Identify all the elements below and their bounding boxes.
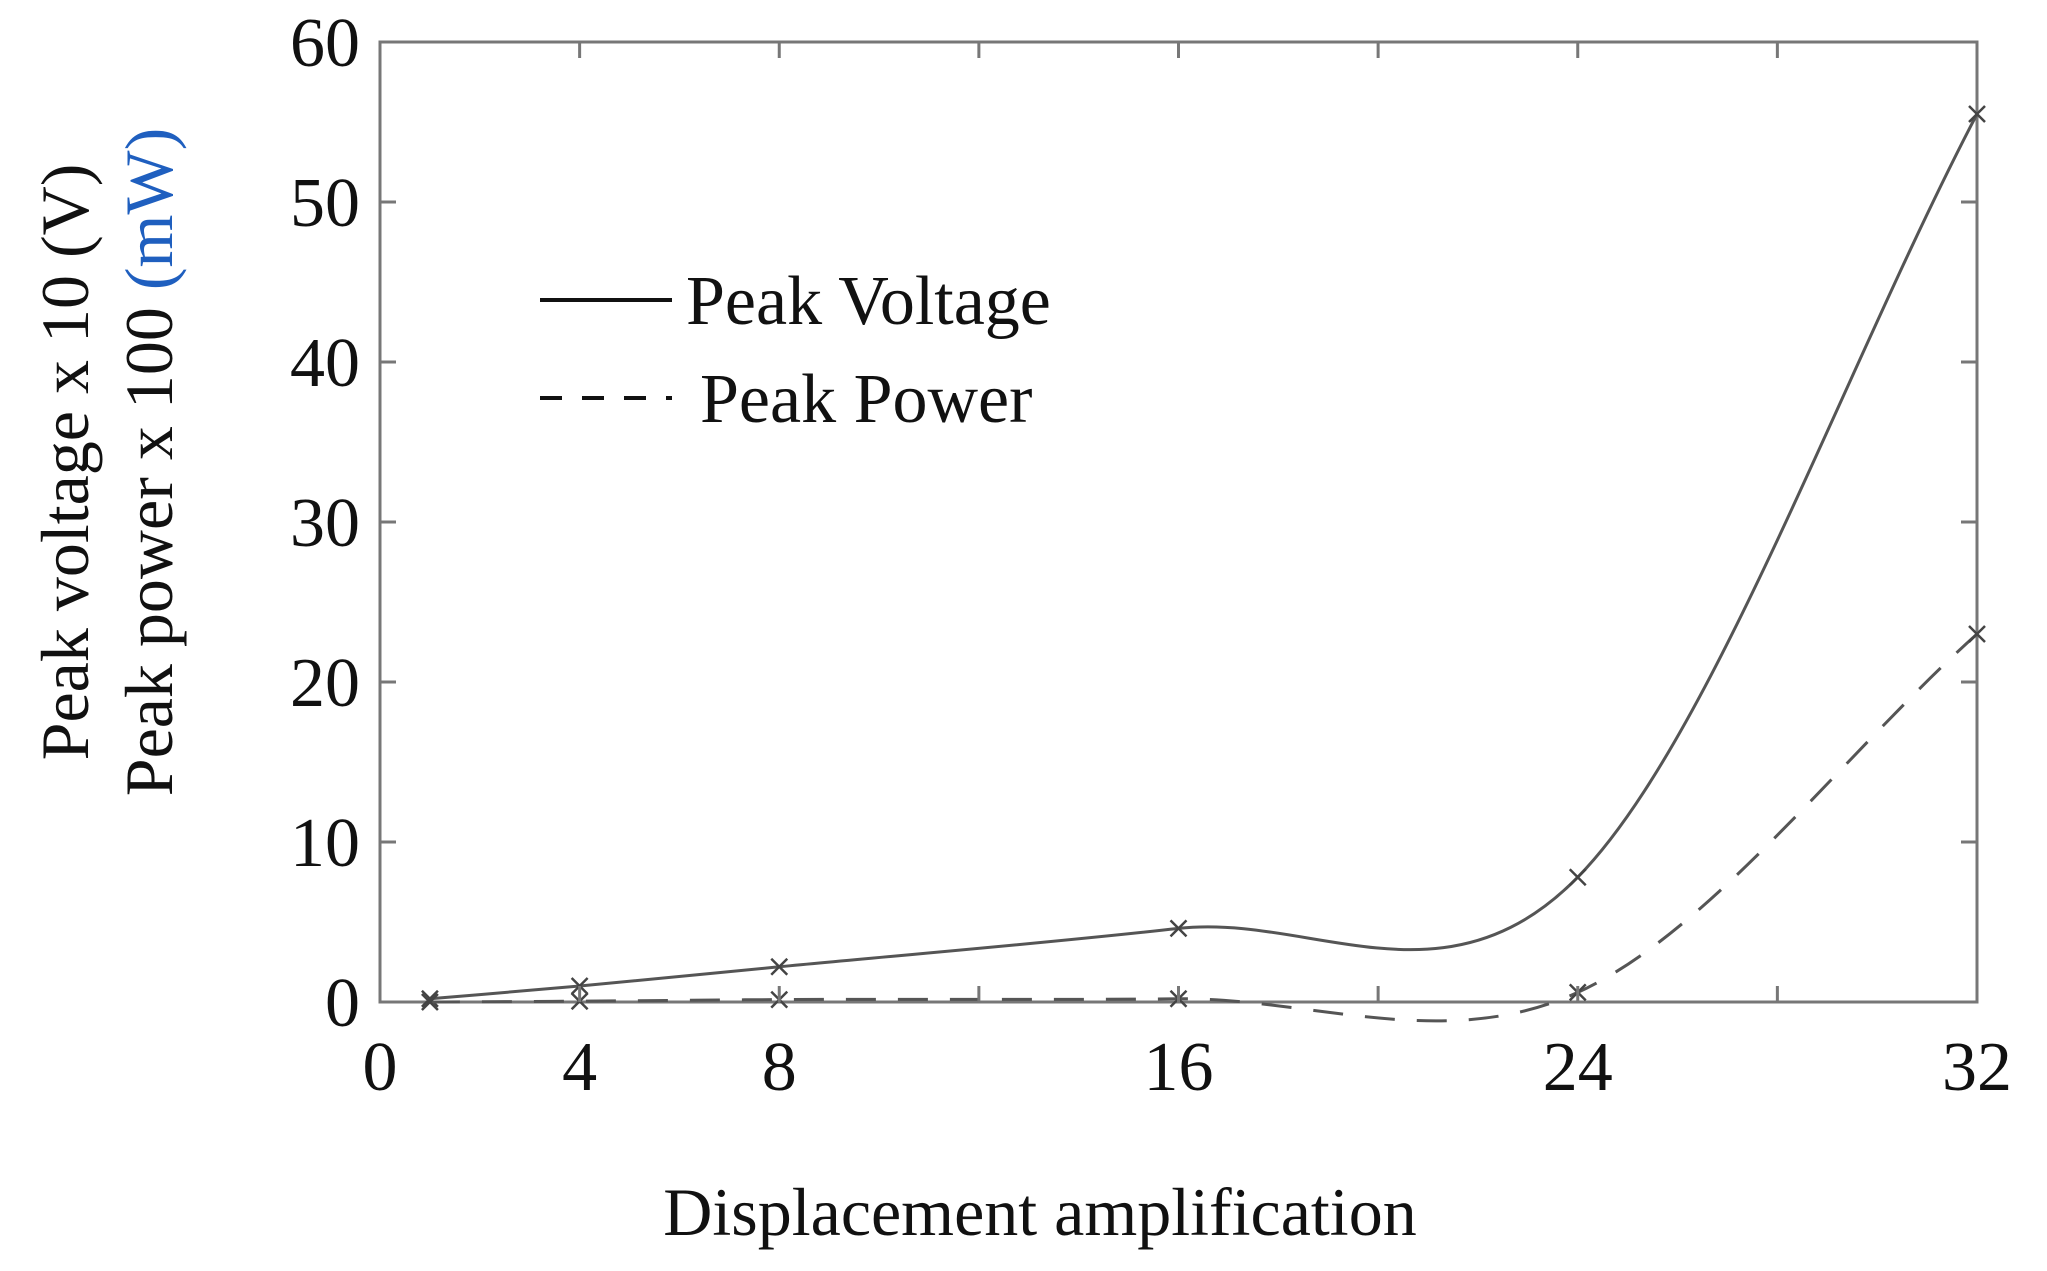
marker-stroke	[1169, 919, 1188, 938]
data-point-marker	[421, 989, 439, 1008]
y-axis-title-line: Peak power x 100 (mW)	[111, 128, 187, 797]
x-tick-label: 24	[1543, 1029, 1613, 1106]
x-axis-title: Displacement amplification	[663, 1174, 1416, 1250]
marker-stroke	[1968, 625, 1986, 643]
y-axis-title-part: Peak power x 100	[111, 290, 187, 796]
y-tick-label: 50	[290, 165, 360, 242]
x-tick-label: 0	[363, 1029, 398, 1106]
legend-label: Peak Power	[700, 361, 1032, 438]
y-tick-label: 10	[290, 805, 360, 882]
chart-marks	[421, 105, 1986, 1023]
marker-stroke	[1568, 868, 1587, 887]
y-tick-label: 40	[290, 325, 360, 402]
legend: Peak Voltage Peak Power	[540, 263, 1051, 438]
y-axis-title-line: Peak voltage x 10 (V)	[27, 164, 103, 761]
x-tick-label: 16	[1144, 1029, 1214, 1106]
data-point-marker	[421, 993, 439, 1011]
data-point-marker	[1968, 105, 1986, 123]
x-tick-label: 8	[762, 1029, 797, 1106]
y-axis-title-part: (mW)	[111, 128, 187, 290]
x-tick-label: 32	[1942, 1029, 2012, 1106]
plot-frame	[378, 40, 1979, 1004]
data-point-marker	[1169, 919, 1188, 938]
legend-label: Peak Voltage	[686, 263, 1051, 340]
y-tick-label: 30	[290, 485, 360, 562]
series-line-peak-power	[429, 632, 1979, 1023]
marker-stroke	[421, 993, 439, 1011]
data-point-marker	[770, 957, 789, 976]
plot-area	[378, 40, 1979, 1004]
marker-stroke	[1968, 105, 1986, 123]
data-point-marker	[1568, 868, 1587, 887]
marker-stroke	[421, 989, 439, 1008]
y-tick-label: 0	[325, 965, 360, 1042]
y-tick-label: 20	[290, 645, 360, 722]
y-axis: 0 10 20 30 40 50 60	[290, 5, 1977, 1042]
x-axis: 0 4 8 16 24 32	[363, 42, 2012, 1106]
y-axis-title: Peak voltage x 10 (V) Peak power x 100 (m…	[27, 128, 187, 797]
x-tick-label: 4	[562, 1029, 597, 1106]
y-axis-title-part: Peak voltage x 10 (V)	[27, 164, 103, 761]
data-point-marker	[1968, 625, 1986, 643]
marker-stroke	[770, 957, 789, 976]
y-tick-label: 60	[290, 5, 360, 82]
